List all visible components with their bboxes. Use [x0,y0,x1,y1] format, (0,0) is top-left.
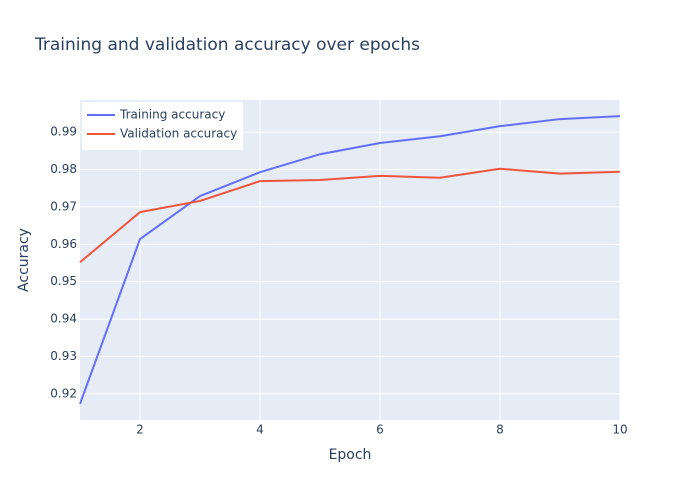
y-tick-label: 0.95 [50,274,77,288]
y-axis-title: Accuracy [16,228,32,292]
y-tick-label: 0.94 [50,312,77,326]
legend: Training accuracy Validation accuracy [82,102,244,150]
y-tick-label: 0.96 [50,237,77,251]
y-tick-label: 0.98 [50,162,77,176]
lines [79,115,621,405]
y-tick-label: 0.99 [50,125,77,139]
series-line [79,167,621,264]
x-axis-title: Epoch [329,447,372,463]
x-tick-label: 8 [496,423,504,437]
x-tick-label: 2 [136,423,144,437]
grid: 0.92 0.93 0.94 0.95 0.96 0.97 0.98 0.99 2 4 6 8 10 [50,100,628,437]
y-tick-label: 0.93 [50,349,77,363]
legend-label: Validation accuracy [120,127,237,141]
y-tick-label: 0.97 [50,199,77,213]
series-line [79,115,621,405]
x-tick-label: 4 [256,423,264,437]
x-tick-label: 6 [376,423,384,437]
legend-box [82,102,244,150]
legend-label: Training accuracy [119,108,225,122]
plot-area [80,100,620,420]
x-tick-label: 10 [612,423,627,437]
chart-title: Training and validation accuracy over ep… [34,35,420,55]
y-tick-label: 0.92 [50,386,77,400]
